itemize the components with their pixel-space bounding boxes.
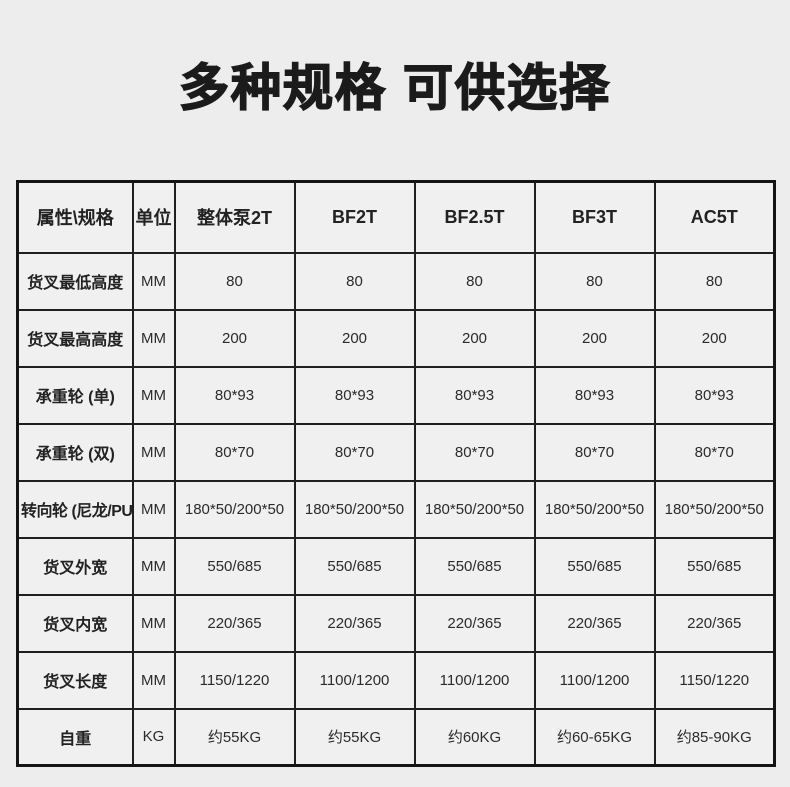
row-unit: MM: [131, 308, 176, 368]
spec-value-cell: 80*93: [413, 365, 536, 425]
spec-value-cell: 180*50/200*50: [173, 479, 296, 539]
spec-value-cell: 550/685: [413, 536, 536, 596]
table-row: 货叉最高高度 MM 200 200 200 200 200: [16, 308, 776, 368]
spec-value-cell: 550/685: [173, 536, 296, 596]
spec-value-cell: 1100/1200: [413, 650, 536, 710]
spec-value-cell: 80*70: [413, 422, 536, 482]
header-cell-model: 整体泵2T: [173, 180, 296, 254]
spec-value-cell: 80*70: [293, 422, 416, 482]
spec-value-cell: 80*93: [173, 365, 296, 425]
spec-value-cell: 约60-65KG: [533, 707, 656, 767]
row-label: 承重轮 (双): [16, 422, 134, 482]
spec-value-cell: 220/365: [533, 593, 656, 653]
spec-value-cell: 550/685: [293, 536, 416, 596]
spec-value-cell: 约55KG: [173, 707, 296, 767]
row-unit: MM: [131, 251, 176, 311]
spec-value-cell: 约55KG: [293, 707, 416, 767]
spec-value-cell: 80: [653, 251, 776, 311]
spec-value-cell: 1150/1220: [653, 650, 776, 710]
row-unit: MM: [131, 650, 176, 710]
spec-value-cell: 约85-90KG: [653, 707, 776, 767]
spec-value-cell: 550/685: [533, 536, 656, 596]
spec-value-cell: 约60KG: [413, 707, 536, 767]
spec-value-cell: 220/365: [653, 593, 776, 653]
spec-value-cell: 80*93: [653, 365, 776, 425]
row-unit: MM: [131, 479, 176, 539]
spec-value-cell: 80*70: [173, 422, 296, 482]
spec-value-cell: 220/365: [173, 593, 296, 653]
spec-value-cell: 80: [533, 251, 656, 311]
spec-value-cell: 80*93: [293, 365, 416, 425]
spec-value-cell: 80*70: [653, 422, 776, 482]
spec-value-cell: 200: [293, 308, 416, 368]
row-label: 承重轮 (单): [16, 365, 134, 425]
row-label: 货叉最高高度: [16, 308, 134, 368]
spec-value-cell: 220/365: [293, 593, 416, 653]
spec-value-cell: 80: [293, 251, 416, 311]
table-row: 货叉内宽 MM 220/365 220/365 220/365 220/365 220/36…: [16, 593, 776, 653]
spec-table-header: 属性\规格 单位 整体泵2T BF2T BF2.5T BF3T AC5T: [16, 180, 776, 254]
spec-value-cell: 1100/1200: [533, 650, 656, 710]
spec-value-cell: 80*93: [533, 365, 656, 425]
row-label: 转向轮 (尼龙/PU): [16, 479, 134, 539]
spec-value-cell: 180*50/200*50: [413, 479, 536, 539]
header-cell-attribute: 属性\规格: [16, 180, 134, 254]
table-row: 承重轮 (单) MM 80*93 80*93 80*93 80*93 80*93: [16, 365, 776, 425]
header-cell-model: AC5T: [653, 180, 776, 254]
row-label: 货叉外宽: [16, 536, 134, 596]
table-row: 货叉长度 MM 1150/1220 1100/1200 1100/1200 1100/12…: [16, 650, 776, 710]
row-label: 自重: [16, 707, 134, 767]
header-cell-model: BF2.5T: [413, 180, 536, 254]
spec-value-cell: 200: [413, 308, 536, 368]
spec-value-cell: 180*50/200*50: [533, 479, 656, 539]
spec-value-cell: 180*50/200*50: [653, 479, 776, 539]
table-row: 货叉外宽 MM 550/685 550/685 550/685 550/685 550/68…: [16, 536, 776, 596]
spec-table: 属性\规格 单位 整体泵2T BF2T BF2.5T BF3T AC5T 货叉最低高度 MM 8…: [16, 180, 776, 767]
row-unit: MM: [131, 365, 176, 425]
spec-value-cell: 200: [533, 308, 656, 368]
header-row: 属性\规格 单位 整体泵2T BF2T BF2.5T BF3T AC5T: [16, 180, 776, 254]
spec-value-cell: 180*50/200*50: [293, 479, 416, 539]
row-unit: MM: [131, 593, 176, 653]
header-cell-unit: 单位: [131, 180, 176, 254]
table-row: 货叉最低高度 MM 80 80 80 80 80: [16, 251, 776, 311]
spec-value-cell: 1100/1200: [293, 650, 416, 710]
spec-value-cell: 80: [413, 251, 536, 311]
table-row: 转向轮 (尼龙/PU) MM 180*50/200*50 180*50/200*50 1…: [16, 479, 776, 539]
spec-table-body: 货叉最低高度 MM 80 80 80 80 80 货叉最高高度 MM 200 200 200 200 20…: [16, 251, 776, 767]
spec-value-cell: 550/685: [653, 536, 776, 596]
spec-value-cell: 1150/1220: [173, 650, 296, 710]
header-cell-model: BF3T: [533, 180, 656, 254]
spec-value-cell: 220/365: [413, 593, 536, 653]
table-row: 承重轮 (双) MM 80*70 80*70 80*70 80*70 80*70: [16, 422, 776, 482]
spec-value-cell: 80: [173, 251, 296, 311]
row-unit: MM: [131, 536, 176, 596]
row-unit: KG: [131, 707, 176, 767]
row-label: 货叉内宽: [16, 593, 134, 653]
page-title: 多种规格 可供选择: [178, 59, 611, 117]
spec-value-cell: 200: [173, 308, 296, 368]
row-label: 货叉长度: [16, 650, 134, 710]
spec-value-cell: 200: [653, 308, 776, 368]
row-unit: MM: [131, 422, 176, 482]
spec-value-cell: 80*70: [533, 422, 656, 482]
header-cell-model: BF2T: [293, 180, 416, 254]
row-label: 货叉最低高度: [16, 251, 134, 311]
table-row: 自重 KG 约55KG 约55KG 约60KG 约60-65KG 约85-90KG: [16, 707, 776, 767]
